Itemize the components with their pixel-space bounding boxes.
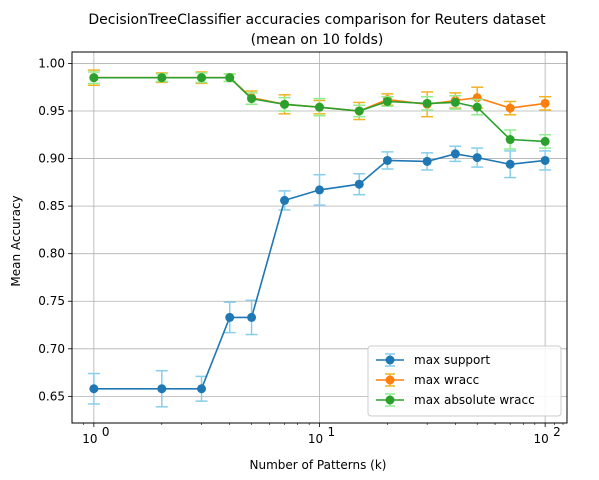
data-point [505,135,515,145]
series-layer [87,69,552,408]
data-point [247,312,257,322]
series-2 [87,71,552,150]
data-point [315,185,324,195]
data-point [247,94,257,104]
grid [72,52,567,423]
data-point [197,73,207,83]
data-point [225,73,235,83]
y-tick-label: 0.85 [38,199,65,213]
y-tick-label: 0.80 [38,247,65,261]
y-tick-label: 0.90 [38,152,65,166]
y-tick-label: 0.65 [38,389,65,403]
legend: max support max wracc max absolute wracc [367,345,562,417]
data-point [157,73,167,83]
tick-layer: 0.65 0.70 0.75 0.80 0.85 0.90 0.95 1.00 10 0 10 1 10… [38,56,564,446]
data-point [450,97,460,107]
legend-box [367,345,562,417]
y-tick-label: 0.95 [38,104,65,118]
data-point [225,312,235,322]
x-tick-exponent: 0 [102,425,110,439]
data-point [315,102,324,112]
x-tick-exponent: 2 [553,425,561,439]
y-axis-label: Mean Accuracy [9,195,23,286]
x-tick-label: 10 [82,432,97,446]
legend-marker [385,395,395,405]
data-point [472,153,482,163]
data-point [382,155,392,165]
legend-label: max absolute wracc [414,393,535,407]
data-point [450,149,460,159]
y-tick-label: 0.75 [38,294,65,308]
data-point [540,98,550,108]
data-point [197,384,207,394]
data-point [354,106,364,116]
data-point [382,96,392,106]
data-point [422,98,432,108]
x-tick-label: 10 [533,432,548,446]
x-tick-exponent: 1 [328,425,336,439]
legend-label: max wracc [414,373,479,387]
chart-title-line1: DecisionTreeClassifier accuracies compar… [88,12,546,28]
data-point [422,156,432,166]
series-0 [87,145,552,408]
y-tick-label: 0.70 [38,342,65,356]
data-point [472,102,482,112]
data-point [280,99,290,109]
data-point [505,103,515,113]
data-point [505,159,515,169]
data-point [157,384,167,394]
x-axis-label: Number of Patterns (k) [250,458,387,472]
legend-label: max support [414,353,490,367]
legend-marker [385,375,395,385]
legend-marker [385,355,395,365]
y-tick-label: 1.00 [38,56,65,70]
data-point [540,155,550,165]
chart-title-line2: (mean on 10 folds) [251,32,384,48]
data-point [89,73,99,83]
data-point [280,195,290,205]
data-point [540,136,550,146]
data-point [89,384,99,394]
x-tick-label: 10 [308,432,323,446]
data-point [354,179,364,189]
